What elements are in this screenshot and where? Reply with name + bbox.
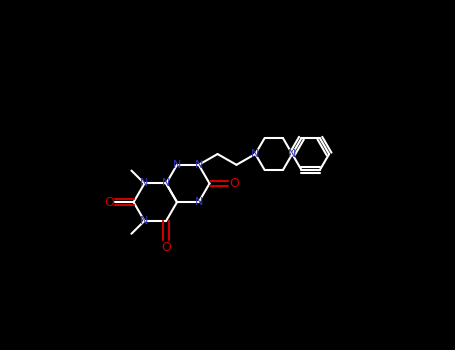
Text: N: N	[140, 178, 149, 189]
Text: N: N	[195, 160, 203, 170]
Text: N: N	[195, 197, 203, 207]
Text: N: N	[162, 178, 170, 189]
Text: O: O	[104, 196, 114, 209]
Text: N: N	[288, 149, 296, 159]
Text: O: O	[229, 177, 239, 190]
Text: N: N	[173, 160, 181, 170]
Text: N: N	[140, 216, 149, 226]
Text: N: N	[251, 149, 259, 159]
Text: O: O	[161, 241, 171, 254]
